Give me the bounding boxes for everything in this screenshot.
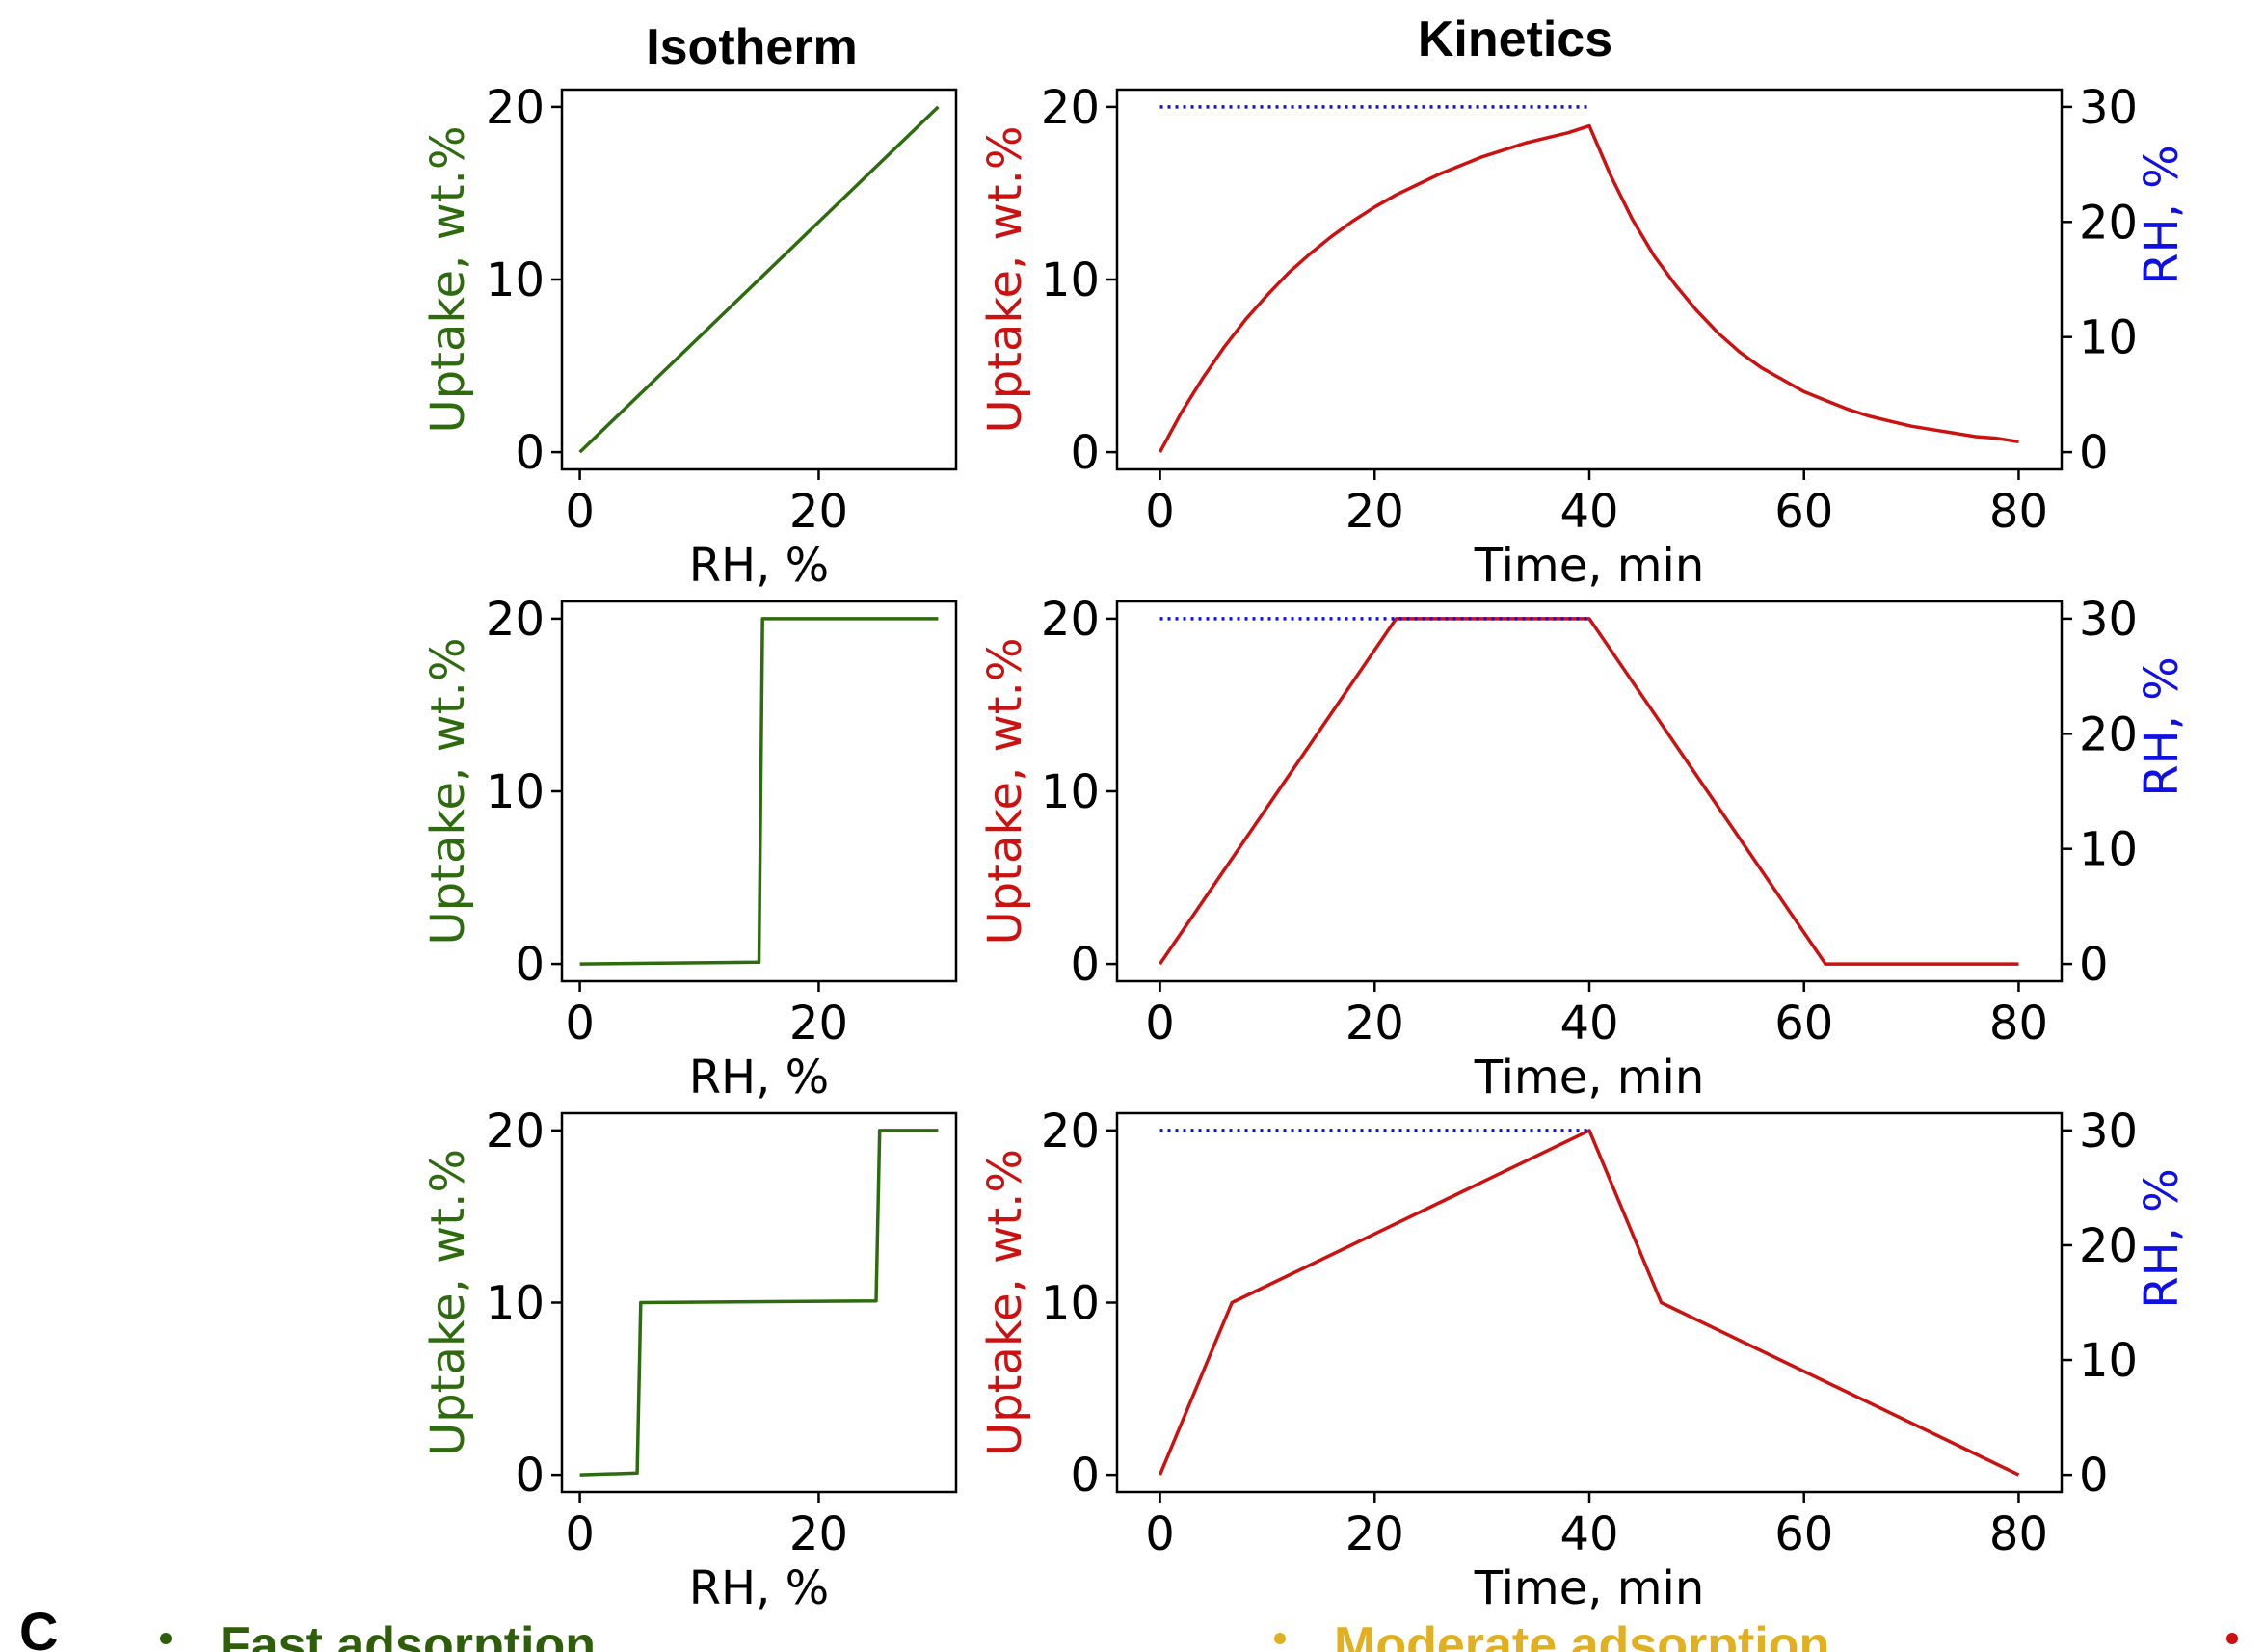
x-tick-label: 80 — [1989, 485, 2048, 539]
y-tick-label: 0 — [515, 1449, 545, 1503]
y-tick-label: 0 — [1070, 1449, 1100, 1503]
plot-frame — [1115, 1111, 2064, 1494]
panel-letter: C — [19, 1601, 58, 1652]
x-tick-label: 0 — [1145, 997, 1175, 1051]
y2-tick-label: 0 — [2079, 1449, 2109, 1503]
y-tick-label: 20 — [1041, 81, 1100, 135]
legend-bullet — [160, 1633, 172, 1644]
x-tick-label: 40 — [1559, 485, 1618, 539]
y-tick-label: 10 — [486, 765, 545, 819]
chart-panel-kinetics-3: 0 20 40 60 80 0 10 20 0 10 20 30 Time, min Uptake, wt… — [978, 1105, 2189, 1615]
x-axis-label: Time, min — [1474, 539, 1705, 593]
y-axis-label: Uptake, wt.% — [421, 126, 475, 434]
y2-tick-label: 20 — [2079, 1219, 2138, 1273]
y-tick-label: 0 — [1070, 426, 1100, 480]
uptake-series-line — [1158, 1129, 2020, 1477]
isotherm-series-line — [579, 1129, 939, 1477]
x-tick-label: 80 — [1989, 1507, 2048, 1561]
y2-tick-label: 10 — [2079, 823, 2138, 877]
y2-tick-label: 20 — [2079, 707, 2138, 761]
x-axis-label: RH, % — [689, 539, 830, 593]
y-tick-label: 10 — [1041, 1277, 1100, 1331]
legend-label: Moderate adsorption — [1334, 1617, 1829, 1652]
y2-tick-label: 0 — [2079, 938, 2109, 992]
x-tick-label: 20 — [1345, 997, 1404, 1051]
y2-tick-label: 30 — [2079, 1105, 2138, 1159]
y-tick-label: 20 — [1041, 1105, 1100, 1159]
y2-axis-label: RH, % — [2135, 1168, 2189, 1309]
y2-tick-label: 30 — [2079, 593, 2138, 647]
x-tick-label: 60 — [1774, 485, 1833, 539]
isotherm-series-line — [579, 617, 939, 966]
y-axis-label: Uptake, wt.% — [978, 638, 1032, 946]
y-tick-label: 0 — [515, 426, 545, 480]
y-tick-label: 10 — [1041, 765, 1100, 819]
x-tick-label: 20 — [1345, 485, 1404, 539]
y-tick-label: 10 — [486, 1277, 545, 1331]
chart-panel-kinetics-2: 0 20 40 60 80 0 10 20 0 10 20 30 Time, min Uptake, wt… — [978, 593, 2189, 1105]
y-axis-label: Uptake, wt.% — [978, 126, 1032, 434]
y2-tick-label: 30 — [2079, 81, 2138, 135]
x-tick-label: 60 — [1774, 997, 1833, 1051]
y-tick-label: 10 — [1041, 253, 1100, 307]
x-tick-label: 20 — [789, 485, 848, 539]
uptake-series-line — [1159, 617, 2019, 966]
rh-series-line — [1160, 1131, 2019, 1475]
y-tick-label: 0 — [1070, 938, 1100, 992]
legend-label: Fast adsorption — [220, 1617, 596, 1652]
x-tick-label: 40 — [1559, 997, 1618, 1051]
x-tick-label: 0 — [565, 485, 595, 539]
x-tick-label: 20 — [789, 1507, 848, 1561]
y2-tick-label: 10 — [2079, 311, 2138, 365]
y2-tick-label: 0 — [2079, 426, 2109, 480]
y2-axis-label: RH, % — [2135, 656, 2189, 797]
x-axis-label: RH, % — [689, 1561, 830, 1615]
y-tick-label: 20 — [486, 81, 545, 135]
x-tick-label: 0 — [1145, 1507, 1175, 1561]
y2-tick-label: 20 — [2079, 196, 2138, 250]
y2-tick-label: 10 — [2079, 1334, 2138, 1388]
legend-bullet — [1274, 1633, 1286, 1644]
legend-item: Fast adsorption — [160, 1617, 596, 1652]
x-axis-label: Time, min — [1474, 1051, 1705, 1105]
rh-series-line — [1160, 619, 2019, 964]
x-tick-label: 20 — [1345, 1507, 1404, 1561]
legend-item: Moderate adsorption — [1274, 1617, 1829, 1652]
y-tick-label: 20 — [486, 593, 545, 647]
x-tick-label: 0 — [565, 1507, 595, 1561]
x-tick-label: 40 — [1559, 1507, 1618, 1561]
plot-frame — [1115, 600, 2064, 983]
uptake-series-line — [1158, 123, 2019, 453]
y-tick-label: 10 — [486, 253, 545, 307]
y-axis-label: Uptake, wt.% — [421, 1149, 475, 1456]
y-tick-label: 20 — [486, 1105, 545, 1159]
chart-panel-kinetics-1: 0 20 40 60 80 0 10 20 0 10 20 30 Time, min Uptake, wt… — [978, 81, 2189, 593]
y-axis-label: Uptake, wt.% — [978, 1149, 1032, 1456]
legend: Fast adsorption Moderate adsorption — [160, 1617, 2238, 1652]
legend-bullet — [2226, 1633, 2238, 1644]
column-title-kinetics: Kinetics — [1418, 12, 1612, 67]
y-tick-label: 20 — [1041, 593, 1100, 647]
x-tick-label: 20 — [789, 997, 848, 1051]
plot-frame — [1115, 88, 2064, 471]
isotherm-series-line — [578, 105, 940, 454]
y-tick-label: 0 — [515, 938, 545, 992]
column-title-isotherm: Isotherm — [646, 19, 858, 75]
x-axis-label: RH, % — [689, 1051, 830, 1105]
rh-series-line — [1160, 107, 2019, 452]
legend-item — [2226, 1633, 2238, 1644]
x-axis-label: Time, min — [1474, 1561, 1705, 1615]
x-tick-label: 60 — [1774, 1507, 1833, 1561]
x-tick-label: 0 — [565, 997, 595, 1051]
y2-axis-label: RH, % — [2135, 145, 2189, 285]
x-tick-label: 0 — [1145, 485, 1175, 539]
x-tick-label: 80 — [1989, 997, 2048, 1051]
y-axis-label: Uptake, wt.% — [421, 638, 475, 946]
